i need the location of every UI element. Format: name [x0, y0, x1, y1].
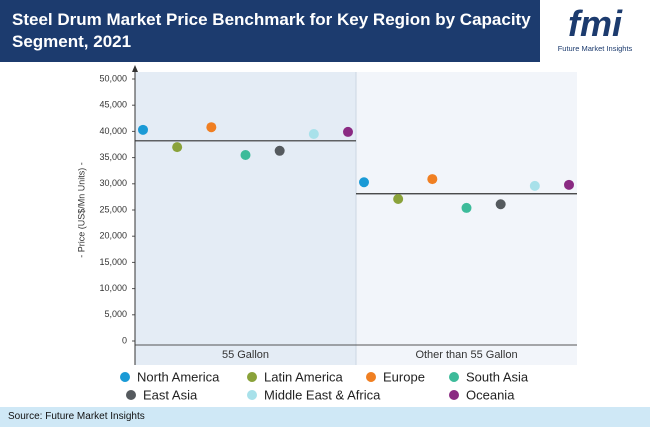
dot [564, 179, 574, 190]
chart: 0 5,000 10,000 15,000 20,000 25,000 30,000 35,0… [76, 65, 577, 402]
y-tick-label: 45,000 [99, 100, 127, 110]
legend-label: Oceania [466, 387, 515, 402]
legend-swatch [247, 390, 257, 400]
y-tick-label: 40,000 [99, 126, 127, 136]
x-tick-label: 55 Gallon [222, 349, 269, 361]
x-tick-label: Other than 55 Gallon [415, 349, 517, 361]
logo: fmi Future Market Insights [545, 4, 645, 60]
legend-label: South Asia [466, 369, 529, 384]
legend-label: North America [137, 369, 220, 384]
y-tick-label: 10,000 [99, 283, 127, 293]
footer: Source: Future Market Insights [0, 407, 650, 427]
legend-swatch [449, 372, 459, 382]
y-tick-label: 25,000 [99, 204, 127, 214]
dot [138, 124, 148, 135]
y-tick-label: 30,000 [99, 178, 127, 188]
dot [172, 142, 183, 153]
dot [308, 129, 319, 140]
dot [359, 177, 369, 188]
panel [356, 72, 577, 365]
y-tick-label: 20,000 [99, 231, 127, 241]
y-tick-label: 35,000 [99, 152, 127, 162]
y-axis-arrow [132, 65, 138, 72]
y-axis-label: - Price (US$/Mn Units) - [76, 162, 86, 258]
legend-swatch [126, 390, 136, 400]
dot [427, 174, 438, 185]
dot [461, 202, 472, 213]
y-tick-label: 0 [122, 335, 127, 345]
legend-label: Middle East & Africa [264, 387, 381, 402]
legend-label: Europe [383, 369, 425, 384]
logo-text: Future Market Insights [557, 44, 633, 53]
y-tick-label: 15,000 [99, 257, 127, 267]
legend-swatch [120, 372, 130, 382]
legend-swatch [449, 390, 459, 400]
dot [529, 180, 540, 191]
legend-swatch [247, 372, 257, 382]
chart-title: Steel Drum Market Price Benchmark for Ke… [12, 10, 531, 51]
logo-mark: fmi [568, 3, 622, 44]
header: Steel Drum Market Price Benchmark for Ke… [0, 0, 540, 62]
y-tick-label: 5,000 [104, 309, 127, 319]
legend-swatch [366, 372, 376, 382]
dot [274, 145, 285, 156]
dot [393, 193, 404, 204]
panel [135, 72, 356, 365]
legend-label: Latin America [264, 369, 344, 384]
dot [495, 199, 506, 210]
dot [343, 126, 353, 137]
legend-label: East Asia [143, 387, 198, 402]
dot [206, 122, 217, 133]
y-tick-label: 50,000 [99, 73, 127, 83]
dot [240, 149, 251, 160]
source: Source: Future Market Insights [8, 411, 145, 422]
